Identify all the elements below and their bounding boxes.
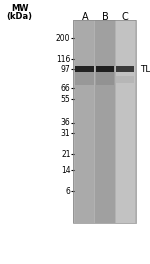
Bar: [73, 20, 136, 223]
Text: 21: 21: [61, 150, 70, 159]
Bar: [116, 20, 135, 223]
Text: 31: 31: [61, 129, 70, 138]
Text: 97: 97: [61, 65, 70, 74]
Text: 66: 66: [61, 84, 70, 93]
Text: A: A: [81, 12, 88, 22]
Text: 55: 55: [61, 95, 70, 103]
Text: 116: 116: [56, 55, 70, 64]
Text: MW: MW: [11, 4, 28, 13]
Bar: [95, 20, 115, 223]
Text: (kDa): (kDa): [6, 12, 33, 21]
Text: TLR1: TLR1: [140, 65, 150, 74]
Bar: [75, 20, 94, 223]
Bar: [75, 66, 94, 72]
Bar: [116, 66, 134, 72]
Text: C: C: [122, 12, 129, 22]
Bar: [116, 76, 134, 83]
Text: 6: 6: [66, 187, 70, 196]
Text: 14: 14: [61, 166, 70, 175]
Text: 36: 36: [61, 118, 70, 127]
Bar: [96, 72, 114, 85]
Text: 200: 200: [56, 34, 70, 43]
Bar: [75, 72, 94, 85]
Bar: [96, 66, 114, 72]
Text: B: B: [102, 12, 108, 22]
Bar: [73, 20, 136, 223]
